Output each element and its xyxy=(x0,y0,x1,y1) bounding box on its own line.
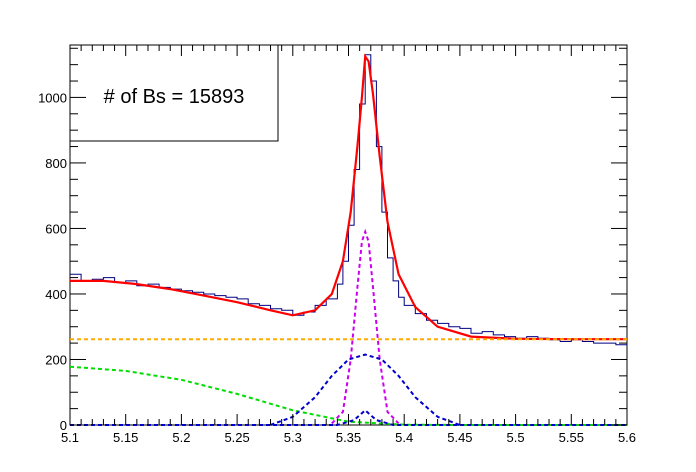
series-3-line xyxy=(69,365,627,426)
y-tick-label: 600 xyxy=(45,221,67,236)
stats-box xyxy=(69,44,279,142)
x-tick-label: 5.4 xyxy=(395,430,413,445)
x-tick-label: 5.45 xyxy=(447,430,472,445)
x-tick-label: 5.55 xyxy=(559,430,584,445)
x-tick-label: 5.15 xyxy=(113,430,138,445)
y-tick-label: 0 xyxy=(60,418,67,433)
y-tick-label: 400 xyxy=(45,287,67,302)
x-tick-label: 5.1 xyxy=(61,430,79,445)
x-tick-label: 5.6 xyxy=(618,430,636,445)
y-tick-label: 1000 xyxy=(38,90,67,105)
x-tick-label: 5.2 xyxy=(172,430,190,445)
x-tick-label: 5.25 xyxy=(224,430,249,445)
x-tick-label: 5.5 xyxy=(507,430,525,445)
stats-box-label: # of Bs = 15893 xyxy=(104,86,245,108)
y-tick-label: 200 xyxy=(45,352,67,367)
x-tick-label: 5.35 xyxy=(336,430,361,445)
y-tick-label: 800 xyxy=(45,156,67,171)
axis-layer: 5.1 5.15 5.2 5.25 5.3 5.35 5.4 5.45 5.5 5.55 5.6 0 2… xyxy=(38,45,636,445)
series-5-line xyxy=(270,353,461,426)
x-tick-label: 5.3 xyxy=(284,430,302,445)
series-4-line xyxy=(331,228,400,425)
series-1-line xyxy=(70,53,627,341)
